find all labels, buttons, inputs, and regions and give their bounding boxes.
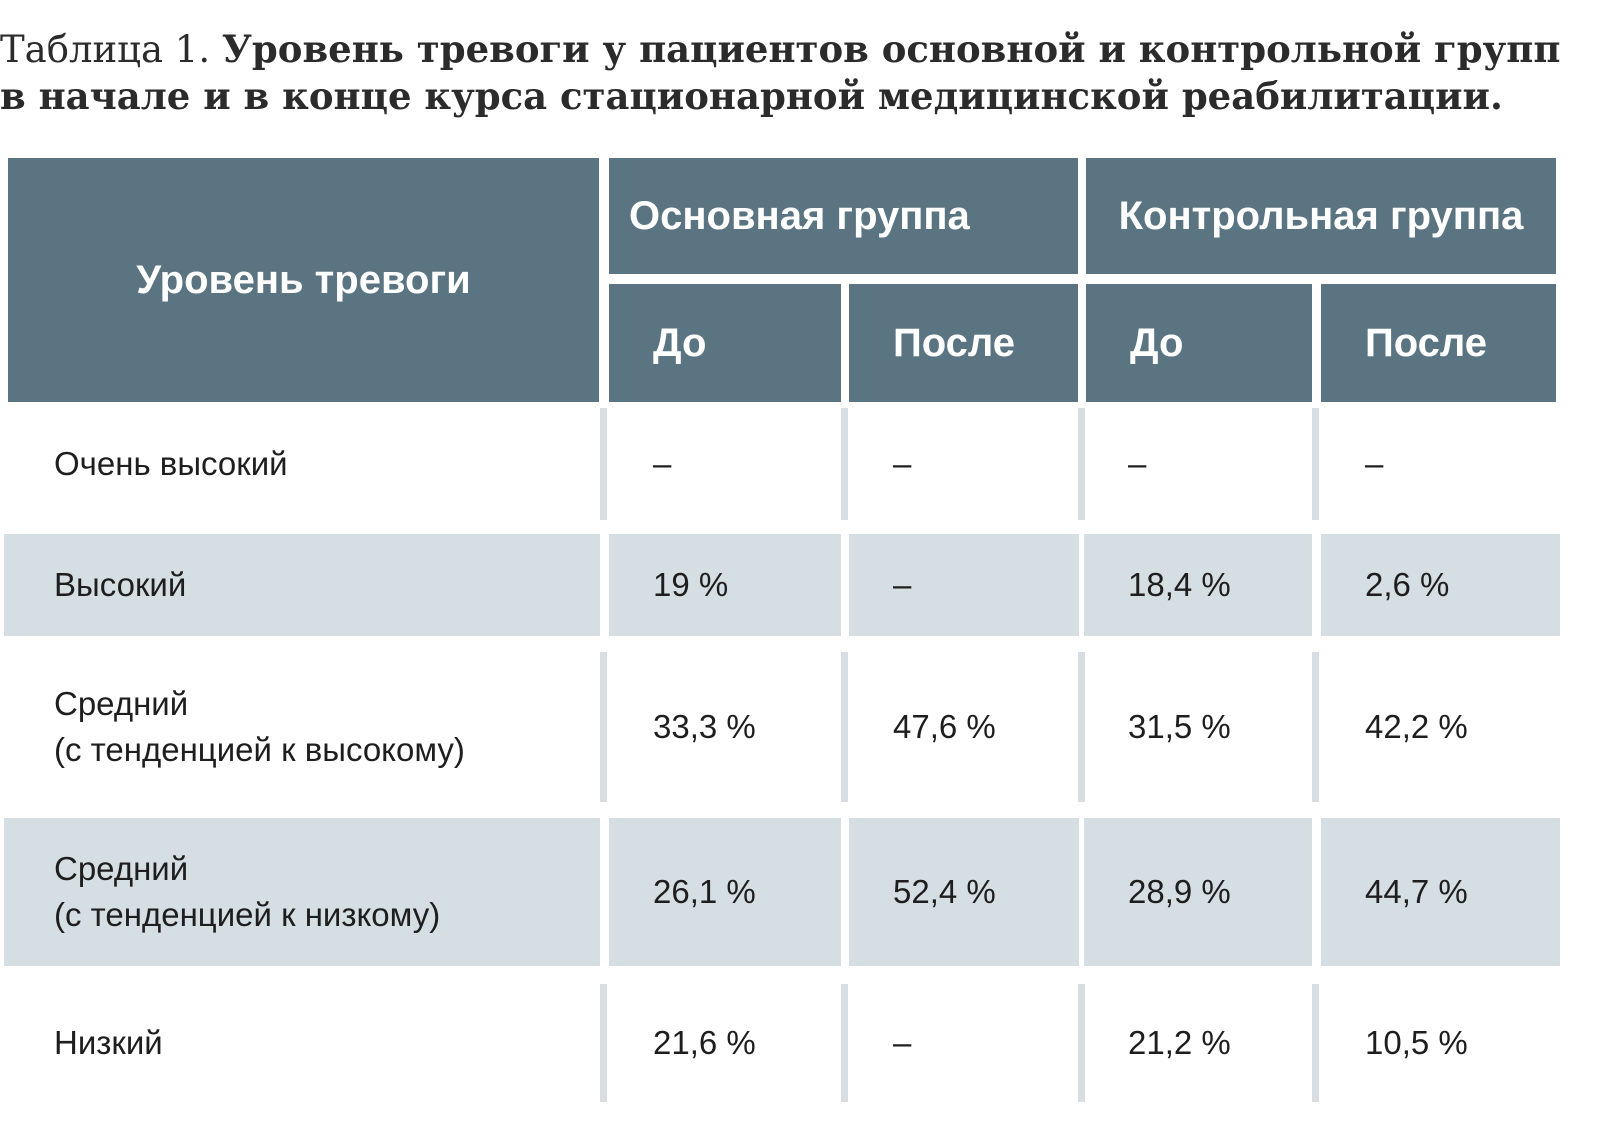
column-divider (841, 408, 848, 520)
table-cell: – (1128, 445, 1147, 482)
row-label: Очень высокий (4, 408, 600, 520)
row-label-text: Очень высокий (54, 441, 288, 487)
table-cell: 31,5 % (1128, 708, 1231, 745)
row-label: Низкий (4, 984, 600, 1102)
column-divider (1312, 408, 1319, 520)
row-label-text: Средний (с тенденцией к низкому) (54, 846, 440, 938)
header-main-group: Основная группа (609, 158, 1078, 274)
header-main-after: После (849, 284, 1078, 402)
header-control-before: До (1086, 284, 1312, 402)
row-label-text: Средний (с тенденцией к высокому) (54, 681, 465, 773)
table-cell: 28,9 % (1084, 818, 1312, 966)
row-label-line: Низкий (54, 1024, 163, 1061)
table-cell: 44,7 % (1321, 818, 1560, 966)
column-divider (1078, 652, 1085, 802)
row-label-text: Низкий (54, 1020, 163, 1066)
row-label-line: Очень высокий (54, 445, 288, 482)
table-cell: 18,4 % (1084, 534, 1312, 636)
column-divider (600, 652, 607, 802)
table-cell: 21,6 % (653, 1024, 756, 1061)
row-label-line: Средний (54, 850, 189, 887)
column-divider (1078, 408, 1085, 520)
header-main-before: До (609, 284, 841, 402)
table-cell: 33,3 % (653, 708, 756, 745)
row-label: Средний (с тенденцией к высокому) (4, 652, 600, 802)
header-control-group: Контрольная группа (1086, 158, 1556, 274)
column-divider (841, 652, 848, 802)
row-label-line: (с тенденцией к высокому) (54, 731, 465, 768)
table-cell: 21,2 % (1128, 1024, 1231, 1061)
column-divider (1312, 984, 1319, 1102)
table-cell: – (893, 445, 912, 482)
row-label-line: Высокий (54, 566, 187, 603)
caption-prefix: Таблица 1. (0, 28, 211, 71)
caption-title: Уровень тревоги у пациентов основной и к… (0, 27, 1561, 118)
table-cell: 10,5 % (1365, 1024, 1468, 1061)
table-cell: – (849, 534, 1079, 636)
header-level: Уровень тревоги (8, 158, 599, 402)
column-divider (600, 984, 607, 1102)
row-label: Средний (с тенденцией к низкому) (4, 818, 600, 966)
column-divider (1078, 984, 1085, 1102)
row-label: Высокий (4, 534, 600, 636)
column-divider (841, 984, 848, 1102)
table-cell: – (1365, 445, 1384, 482)
table-cell: 47,6 % (893, 708, 996, 745)
table-cell: – (893, 1024, 912, 1061)
table-cell: 26,1 % (609, 818, 841, 966)
column-divider (600, 408, 607, 520)
table-cell: 19 % (609, 534, 841, 636)
row-label-line: Средний (54, 685, 189, 722)
row-label-text: Высокий (54, 562, 186, 608)
table-cell: 2,6 % (1321, 534, 1560, 636)
column-divider (1312, 652, 1319, 802)
table-caption: Таблица 1. Уровень тревоги у пациентов о… (0, 26, 1590, 120)
table-cell: 52,4 % (849, 818, 1079, 966)
header-control-after: После (1321, 284, 1556, 402)
table-cell: – (653, 445, 672, 482)
table-cell: 42,2 % (1365, 708, 1468, 745)
row-label-line: (с тенденцией к низкому) (54, 896, 441, 933)
